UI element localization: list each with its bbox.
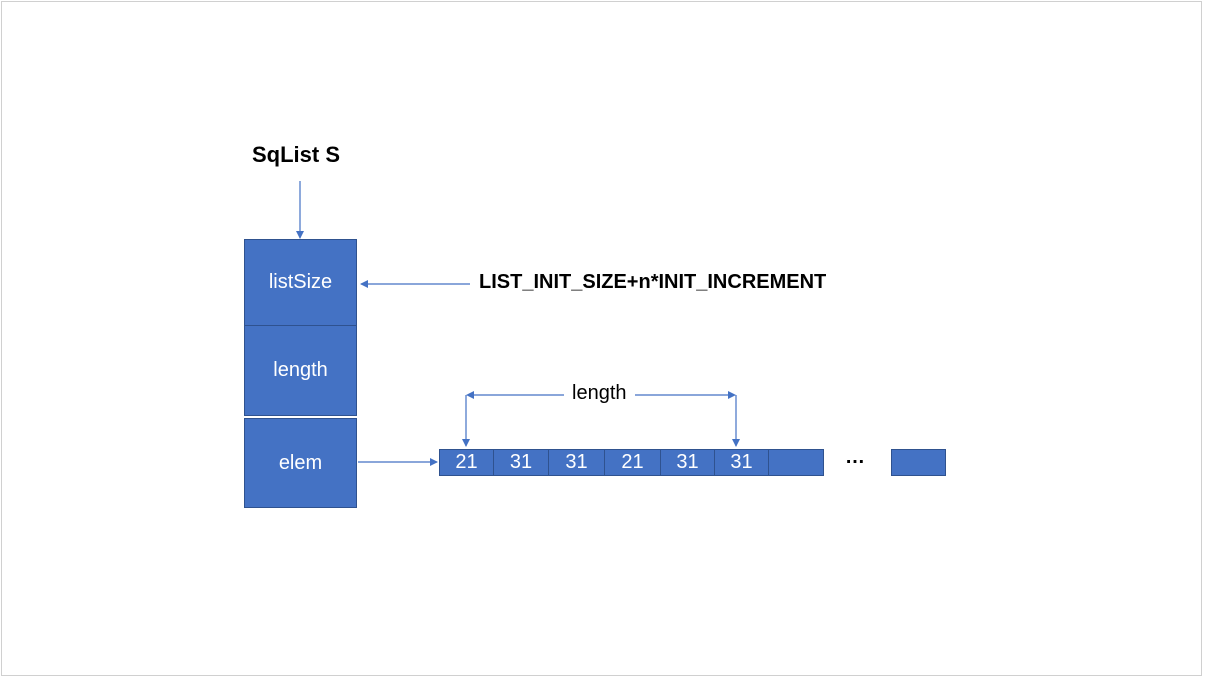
array-cell: 21	[439, 449, 494, 476]
field-length: length	[244, 325, 357, 416]
field-elem: elem	[244, 418, 357, 508]
size-expression: LIST_INIT_SIZE+n*INIT_INCREMENT	[479, 271, 827, 293]
length-bracket-right-tip	[728, 391, 736, 399]
length-bracket-left-tip	[466, 391, 474, 399]
array-cell-last	[891, 449, 946, 476]
ellipsis: …	[845, 446, 865, 468]
array-cell: 31	[548, 449, 605, 476]
field-listsize: listSize	[244, 239, 357, 326]
array-cell	[768, 449, 824, 476]
length-label: length	[564, 382, 635, 405]
field-elem-label: elem	[278, 451, 323, 474]
field-listsize-label: listSize	[268, 271, 333, 293]
struct-title: SqList S	[252, 142, 341, 167]
array-cell: 31	[493, 449, 549, 476]
array-cell: 21	[604, 449, 661, 476]
array-cell: 31	[714, 449, 769, 476]
array-cell: 31	[660, 449, 715, 476]
field-length-label: length	[273, 359, 328, 381]
